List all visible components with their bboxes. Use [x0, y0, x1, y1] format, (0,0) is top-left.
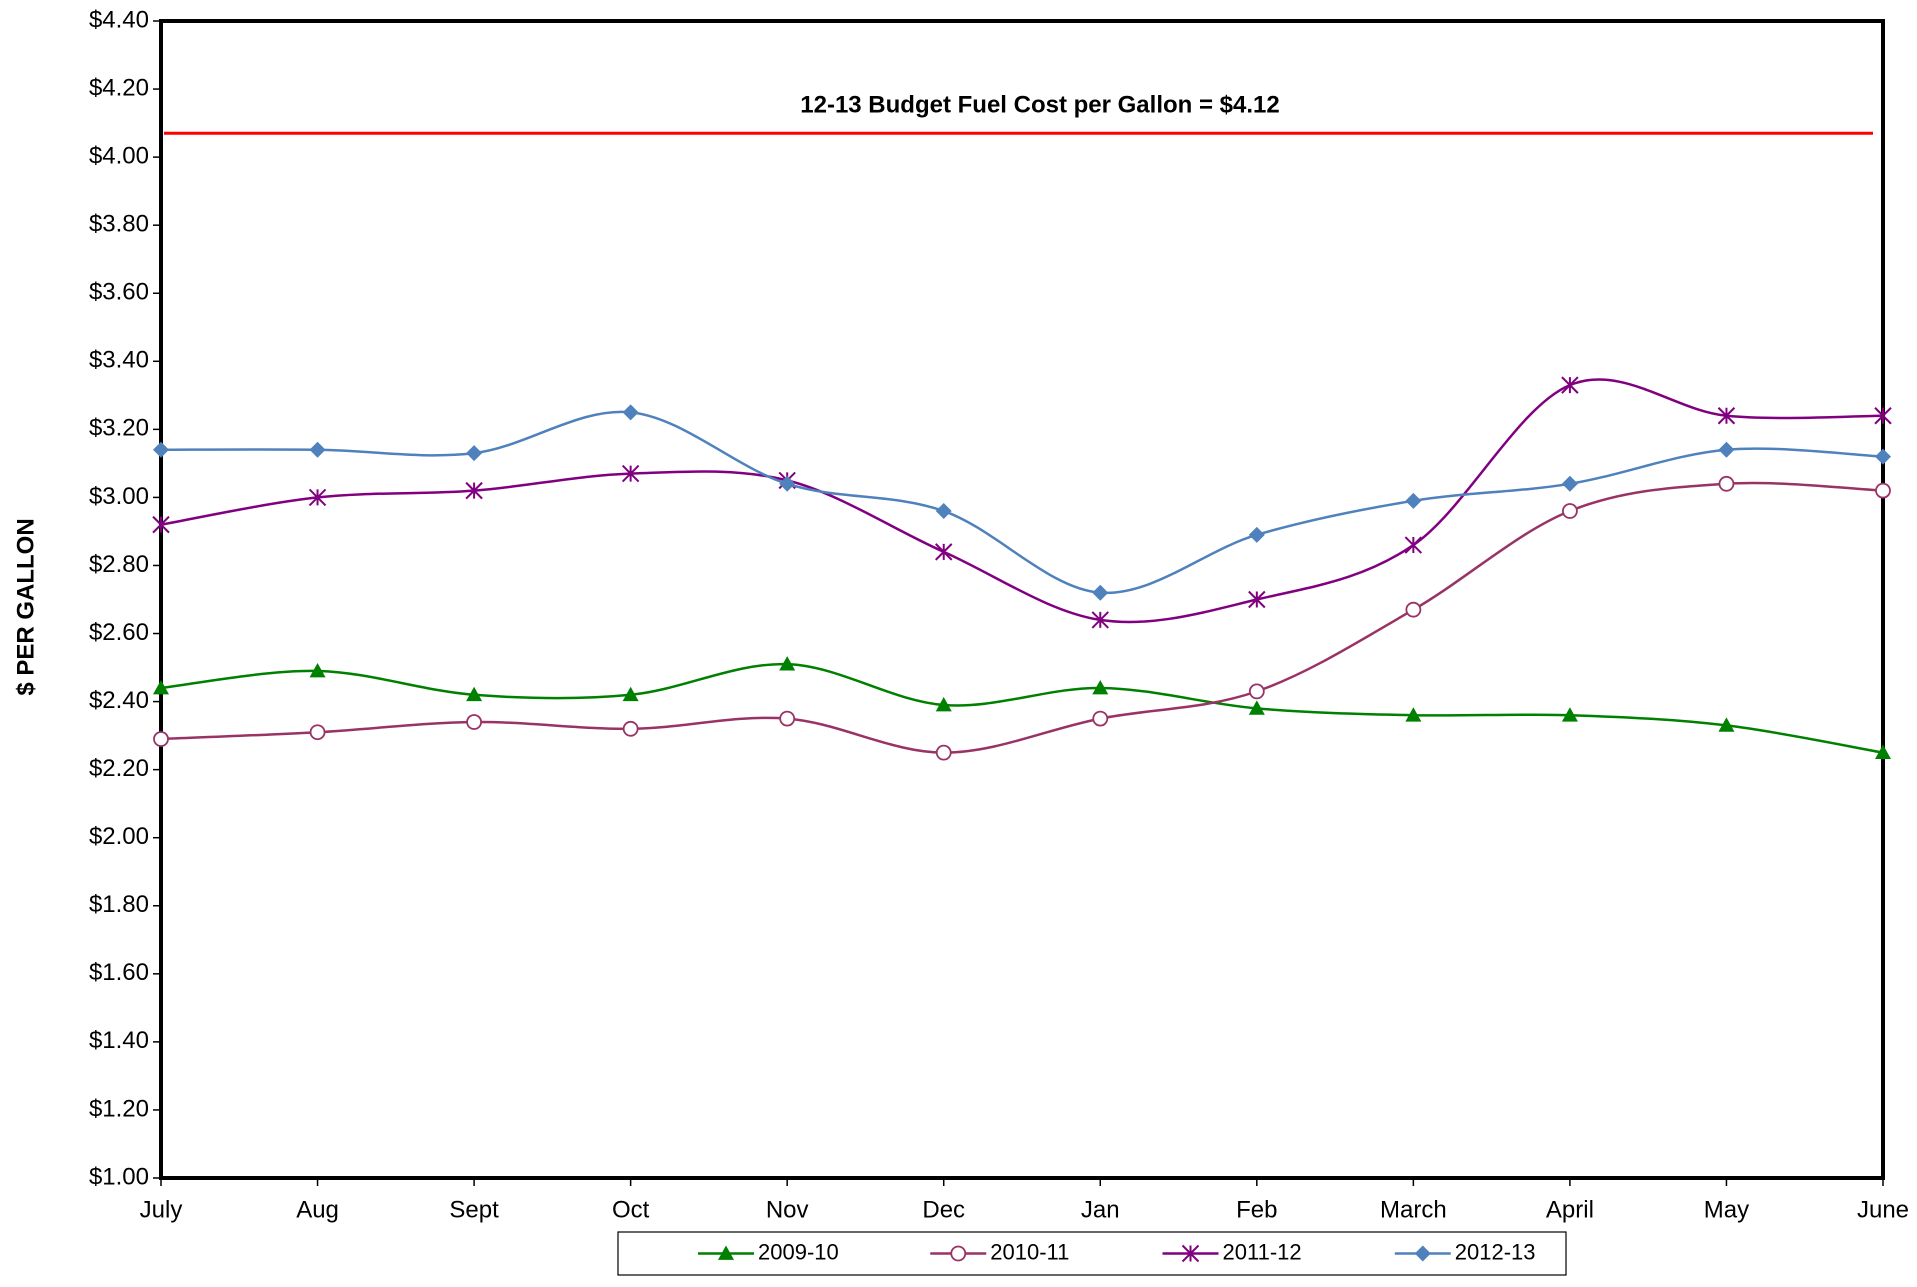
- data-point: [1405, 707, 1422, 722]
- series-line: [160, 481, 1884, 754]
- data-point: [152, 515, 170, 534]
- y-tick-label: $1.60: [89, 959, 149, 986]
- x-tick-label: Dec: [922, 1196, 965, 1223]
- data-point: [1092, 679, 1109, 695]
- y-tick-label: $1.20: [89, 1095, 149, 1122]
- data-point: [935, 744, 952, 761]
- data-point: [779, 656, 796, 671]
- data-point: [622, 686, 639, 702]
- y-tick-label: $3.60: [89, 279, 149, 306]
- legend-marker: [1414, 1245, 1431, 1262]
- x-tick-label: March: [1380, 1196, 1447, 1223]
- data-point: [1248, 700, 1265, 715]
- x-tick-label: Aug: [296, 1196, 339, 1223]
- x-tick-label: Sept: [449, 1196, 499, 1223]
- data-point: [1874, 407, 1892, 425]
- y-tick-label: $3.80: [89, 211, 149, 238]
- data-point: [621, 464, 640, 483]
- y-tick-label: $2.60: [89, 619, 149, 646]
- data-point: [1248, 683, 1265, 700]
- legend-marker: [718, 1245, 734, 1260]
- y-tick-label: $3.00: [89, 483, 149, 510]
- data-point: [935, 696, 952, 712]
- data-point: [153, 731, 169, 747]
- data-point: [779, 475, 796, 492]
- data-point: [1875, 482, 1891, 499]
- series-line: [160, 662, 1884, 754]
- data-point: [465, 481, 483, 500]
- data-point: [622, 404, 639, 421]
- legend-label: 2012-13: [1455, 1239, 1536, 1264]
- x-tick-label: Jan: [1081, 1196, 1120, 1223]
- data-point: [308, 488, 327, 507]
- data-point: [779, 710, 796, 727]
- data-point: [1405, 492, 1422, 509]
- x-tick-label: April: [1546, 1196, 1594, 1223]
- y-tick-label: $3.40: [89, 347, 149, 374]
- reference-label: 12-13 Budget Fuel Cost per Gallon = $4.1…: [800, 92, 1279, 119]
- data-point: [1091, 611, 1109, 629]
- x-tick-label: July: [140, 1196, 183, 1223]
- data-point: [466, 686, 483, 702]
- y-tick-label: $1.80: [89, 891, 149, 918]
- y-tick-label: $4.40: [89, 6, 149, 33]
- y-tick-label: $2.40: [89, 687, 149, 714]
- legend-label: 2010-11: [990, 1239, 1069, 1264]
- data-point: [1561, 707, 1578, 722]
- data-point: [466, 445, 483, 462]
- data-point: [1561, 475, 1578, 492]
- data-point: [1718, 441, 1735, 458]
- legend-label: 2011-12: [1223, 1239, 1302, 1264]
- y-tick-label: $3.20: [89, 415, 149, 442]
- y-tick-label: $4.00: [89, 142, 149, 169]
- legend-marker: [1181, 1244, 1200, 1263]
- x-tick-label: Feb: [1236, 1196, 1277, 1223]
- series-line: [160, 410, 1884, 595]
- data-point: [1405, 601, 1422, 618]
- legend-label: 2009-10: [758, 1239, 839, 1264]
- data-point: [1718, 475, 1735, 492]
- data-point: [1875, 448, 1891, 465]
- data-point: [622, 720, 639, 737]
- data-point: [1092, 584, 1109, 601]
- data-point: [309, 441, 326, 458]
- data-point: [935, 543, 953, 561]
- data-point: [309, 724, 326, 741]
- x-tick-label: May: [1704, 1196, 1749, 1223]
- data-point: [1248, 526, 1265, 543]
- legend-marker: [950, 1245, 967, 1262]
- data-point: [1718, 717, 1735, 732]
- x-tick-label: Nov: [766, 1196, 809, 1223]
- data-point: [1092, 710, 1109, 727]
- data-point: [1561, 376, 1579, 394]
- y-tick-label: $2.00: [89, 823, 149, 850]
- y-tick-label: $2.20: [89, 755, 149, 782]
- x-tick-label: Oct: [612, 1196, 650, 1223]
- series-line: [160, 378, 1884, 624]
- data-point: [466, 714, 482, 730]
- data-point: [1562, 503, 1578, 519]
- y-tick-label: $2.80: [89, 551, 149, 578]
- data-point: [153, 441, 169, 458]
- x-tick-label: June: [1857, 1196, 1909, 1223]
- y-tick-label: $1.00: [89, 1163, 149, 1190]
- data-point: [309, 662, 326, 678]
- data-point: [1404, 536, 1423, 554]
- data-point: [1248, 590, 1266, 609]
- y-tick-label: $4.20: [89, 74, 149, 101]
- data-point: [1875, 744, 1891, 760]
- y-tick-label: $1.40: [89, 1027, 149, 1054]
- data-point: [1717, 407, 1736, 425]
- data-point: [935, 503, 952, 520]
- data-point: [153, 679, 169, 695]
- plot-frame: [159, 19, 1885, 1180]
- y-axis-label: $ PER GALLON: [12, 518, 39, 695]
